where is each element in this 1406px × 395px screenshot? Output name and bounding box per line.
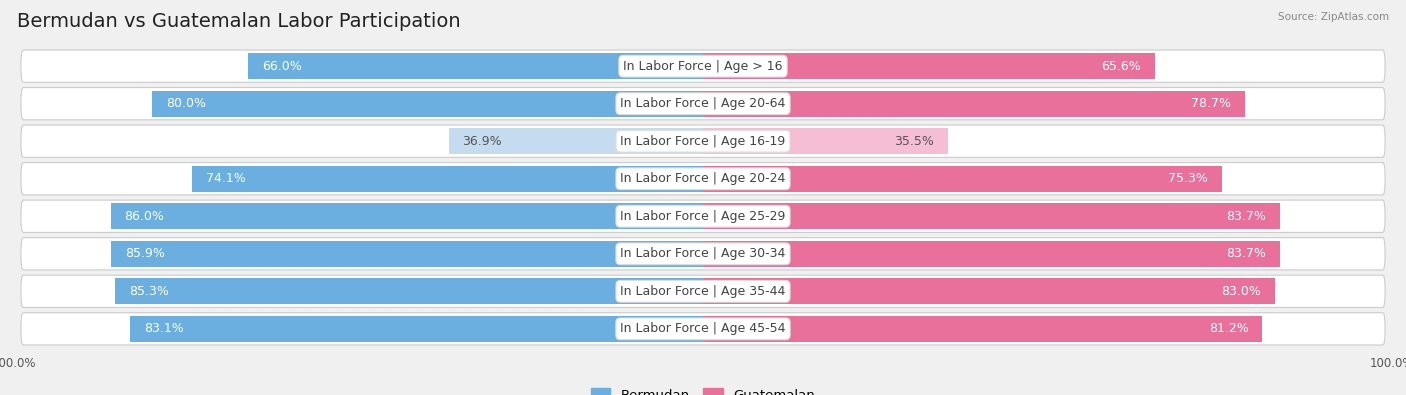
Bar <box>111 203 703 229</box>
Text: 81.2%: 81.2% <box>1209 322 1249 335</box>
Bar <box>249 53 703 79</box>
FancyBboxPatch shape <box>21 163 1385 195</box>
Text: In Labor Force | Age 35-44: In Labor Force | Age 35-44 <box>620 285 786 298</box>
Bar <box>152 90 703 117</box>
Bar <box>703 53 1154 79</box>
FancyBboxPatch shape <box>21 238 1385 270</box>
FancyBboxPatch shape <box>21 88 1385 120</box>
Bar <box>703 241 1279 267</box>
Bar <box>193 166 703 192</box>
Text: 78.7%: 78.7% <box>1191 97 1232 110</box>
Legend: Bermudan, Guatemalan: Bermudan, Guatemalan <box>585 383 821 395</box>
Text: In Labor Force | Age 30-34: In Labor Force | Age 30-34 <box>620 247 786 260</box>
Text: Source: ZipAtlas.com: Source: ZipAtlas.com <box>1278 12 1389 22</box>
Text: 85.3%: 85.3% <box>129 285 169 298</box>
Bar <box>111 241 703 267</box>
Text: In Labor Force | Age 25-29: In Labor Force | Age 25-29 <box>620 210 786 223</box>
Text: In Labor Force | Age 45-54: In Labor Force | Age 45-54 <box>620 322 786 335</box>
Text: In Labor Force | Age > 16: In Labor Force | Age > 16 <box>623 60 783 73</box>
Text: 83.0%: 83.0% <box>1222 285 1261 298</box>
Bar <box>703 203 1279 229</box>
Text: Bermudan vs Guatemalan Labor Participation: Bermudan vs Guatemalan Labor Participati… <box>17 12 461 31</box>
Text: 66.0%: 66.0% <box>262 60 302 73</box>
Text: 80.0%: 80.0% <box>166 97 205 110</box>
FancyBboxPatch shape <box>21 200 1385 232</box>
Text: 83.7%: 83.7% <box>1226 210 1265 223</box>
Text: In Labor Force | Age 20-64: In Labor Force | Age 20-64 <box>620 97 786 110</box>
Bar <box>703 316 1263 342</box>
FancyBboxPatch shape <box>21 313 1385 345</box>
Bar <box>131 316 703 342</box>
Text: 35.5%: 35.5% <box>894 135 934 148</box>
Text: 86.0%: 86.0% <box>124 210 165 223</box>
Text: 74.1%: 74.1% <box>207 172 246 185</box>
Text: In Labor Force | Age 20-24: In Labor Force | Age 20-24 <box>620 172 786 185</box>
Text: 83.1%: 83.1% <box>145 322 184 335</box>
FancyBboxPatch shape <box>21 275 1385 307</box>
Text: 75.3%: 75.3% <box>1168 172 1208 185</box>
Bar <box>703 90 1246 117</box>
Bar <box>115 278 703 305</box>
Bar <box>703 278 1275 305</box>
Text: 85.9%: 85.9% <box>125 247 165 260</box>
Text: 65.6%: 65.6% <box>1101 60 1142 73</box>
Bar <box>703 128 948 154</box>
Text: 83.7%: 83.7% <box>1226 247 1265 260</box>
FancyBboxPatch shape <box>21 125 1385 157</box>
FancyBboxPatch shape <box>21 50 1385 82</box>
Bar <box>703 166 1222 192</box>
Text: In Labor Force | Age 16-19: In Labor Force | Age 16-19 <box>620 135 786 148</box>
Text: 36.9%: 36.9% <box>463 135 502 148</box>
Bar <box>449 128 703 154</box>
